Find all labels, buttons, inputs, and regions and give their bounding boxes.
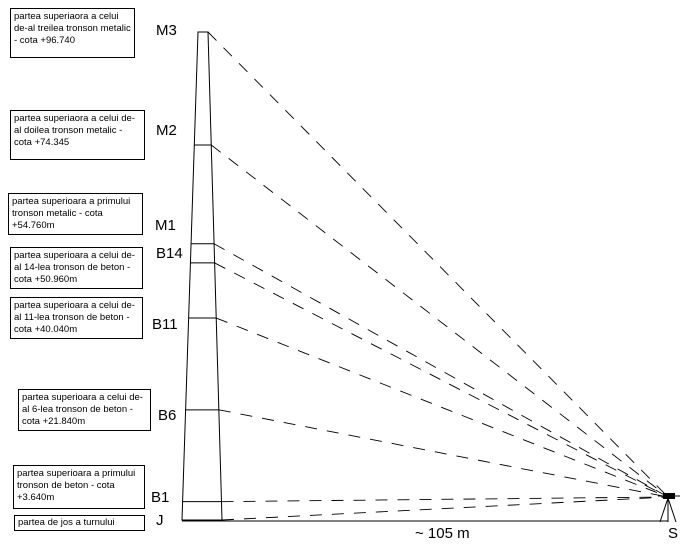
note-M3: partea superiaora a celui de-al treilea … (10, 8, 135, 58)
label-M2: M2 (156, 122, 177, 139)
instrument-icon (658, 493, 680, 523)
label-B11: B11 (152, 316, 178, 333)
sight-line-M3 (207, 31, 669, 498)
station-label: S (668, 525, 679, 542)
label-J: J (156, 512, 164, 529)
sight-line-M1 (213, 243, 669, 498)
sight-line-B1 (221, 496, 669, 503)
label-B6: B6 (158, 407, 177, 424)
sight-line-B14 (214, 262, 669, 498)
note-B6: partea superioara a celui de-al 6-lea tr… (18, 389, 151, 431)
label-B1: B1 (151, 489, 170, 506)
label-M1: M1 (155, 217, 176, 234)
note-M1: partea superioara a primului tronson met… (8, 193, 143, 235)
label-M3: M3 (156, 22, 177, 39)
note-J: partea de jos a turnului (14, 515, 145, 531)
sight-line-B6 (218, 409, 669, 498)
tower-outline (181, 31, 223, 521)
distance-label: ~ 105 m (415, 525, 470, 542)
sight-line-J (221, 496, 669, 521)
note-M2: partea superiaora a celui de-al doilea t… (10, 110, 145, 160)
sight-line-M2 (210, 144, 669, 498)
label-B14: B14 (156, 245, 183, 262)
note-B11: partea superioara a celui de-al 11-lea t… (10, 297, 143, 339)
sight-line-B11 (216, 317, 669, 498)
note-B14: partea superioara a celui de-al 14-lea t… (10, 247, 143, 289)
note-B1: partea superioara a primului tronson de … (13, 465, 145, 509)
